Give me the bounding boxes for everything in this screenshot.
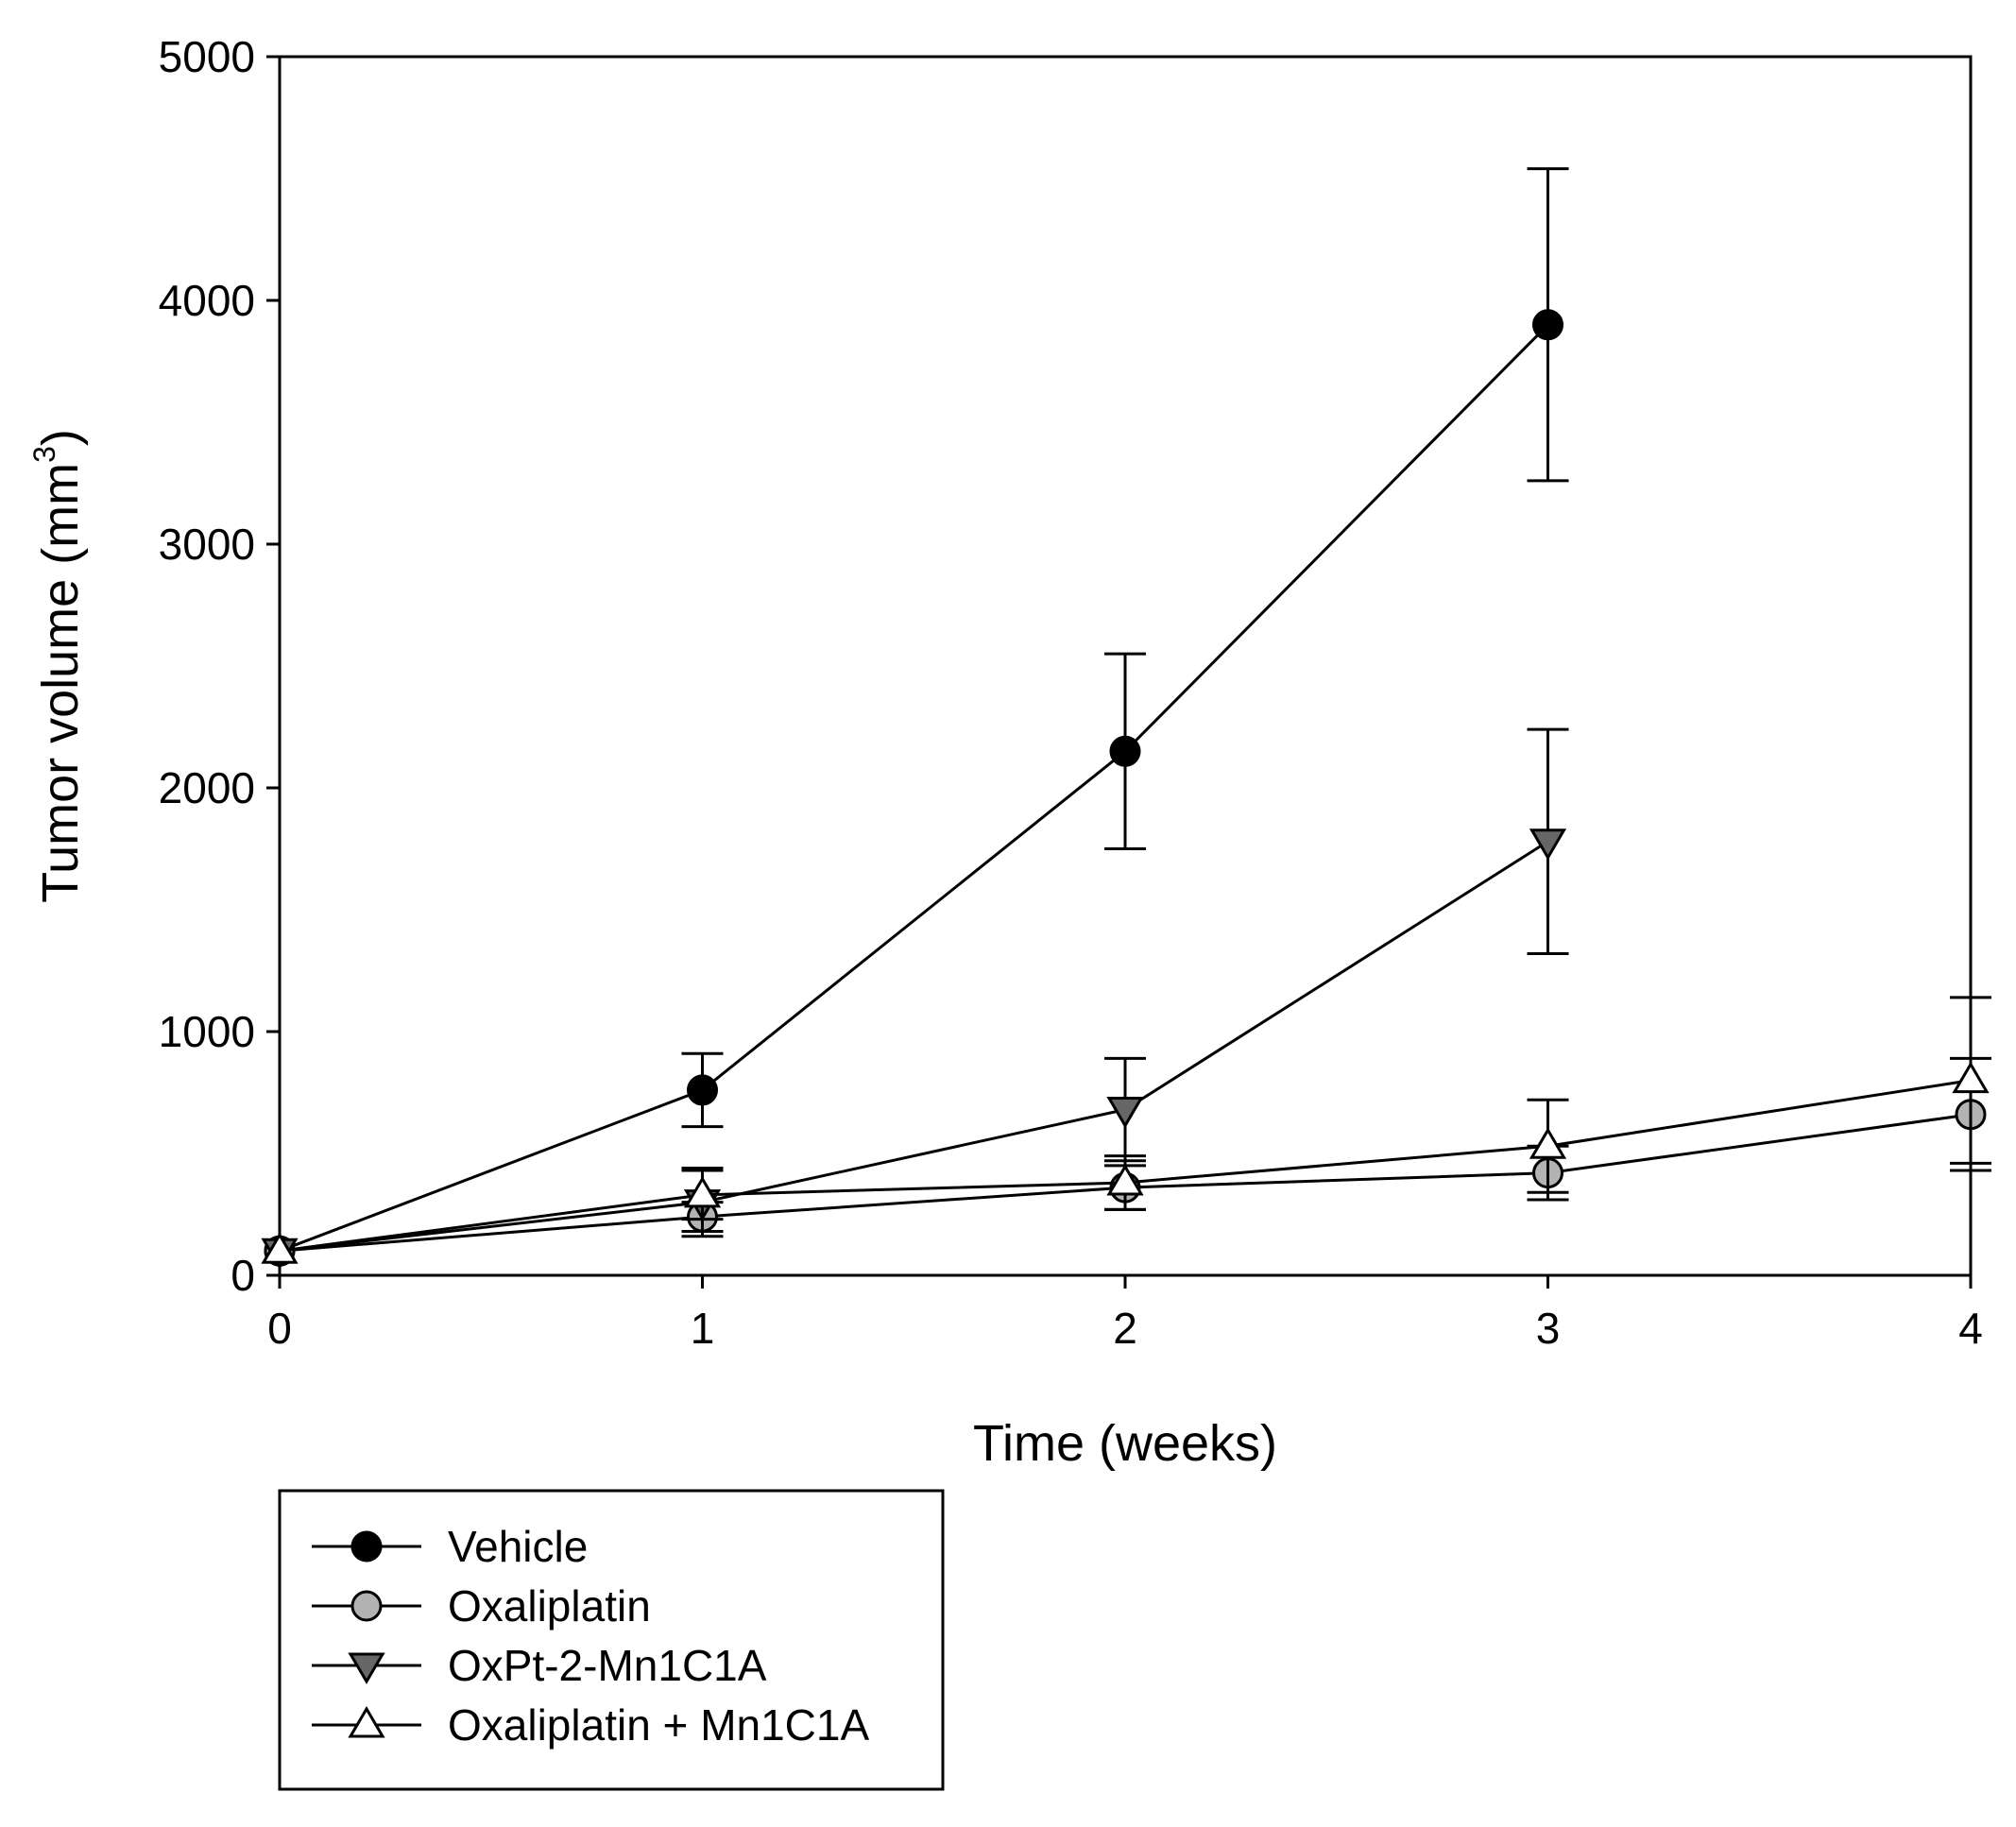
y-tick-label: 0 [231,1251,255,1300]
data-point [261,1232,299,1264]
data-point [1532,309,1563,341]
legend-label: OxPt-2-Mn1C1A [448,1641,767,1690]
y-axis-title-main: Tumor volume (mm [32,463,89,903]
legend-marker [348,1706,385,1738]
series-vehicle [264,167,1569,1267]
y-tick-label: 4000 [159,276,255,325]
data-point [1529,1127,1567,1159]
data-point [683,1175,722,1208]
data-point [1952,1061,1990,1094]
x-tick-label: 4 [1958,1304,1983,1353]
series-oxpt-2-mn1c1a [261,727,1569,1271]
legend: Vehicle Oxaliplatin OxPt-2-Mn1C1A Oxaliplat… [278,1489,945,1791]
data-point [1106,1163,1144,1196]
x-tick-label: 1 [691,1304,715,1353]
series-line [279,323,1549,1253]
y-tick-label: 1000 [159,1007,255,1056]
legend-box [278,1489,945,1791]
legend-items: Vehicle Oxaliplatin OxPt-2-Mn1C1A Oxaliplat… [312,1522,869,1750]
x-tick-label: 3 [1536,1304,1561,1353]
y-tick-label: 5000 [159,32,255,81]
legend-marker [350,1590,383,1622]
legend-marker [350,1530,383,1562]
series-oxaliplatin-mn1c1a [261,996,1991,1264]
data-point [1106,1097,1144,1129]
data-point [1109,735,1141,767]
legend-label: Oxaliplatin [448,1581,651,1631]
y-axis-title-suffix: ) [32,429,89,446]
x-axis-title: Time (weeks) [973,1415,1277,1472]
x-axis: 0 1 2 3 4 [267,1275,1983,1353]
legend-marker [348,1652,385,1684]
x-tick-label: 0 [267,1304,292,1353]
y-tick-label: 3000 [159,520,255,569]
y-axis-title-superscript: 3 [27,446,61,463]
data-point [687,1074,718,1106]
data-point [1529,828,1567,861]
series-line [279,840,1549,1253]
series-layer [261,167,1991,1271]
y-tick-label: 2000 [159,763,255,812]
y-axis-title: Tumor volume (mm3) [27,429,89,903]
legend-label: Oxaliplatin + Mn1C1A [448,1700,869,1750]
legend-label: Vehicle [448,1522,588,1571]
y-axis: 0 1000 2000 3000 4000 5000 [159,32,280,1300]
x-tick-label: 2 [1113,1304,1137,1353]
